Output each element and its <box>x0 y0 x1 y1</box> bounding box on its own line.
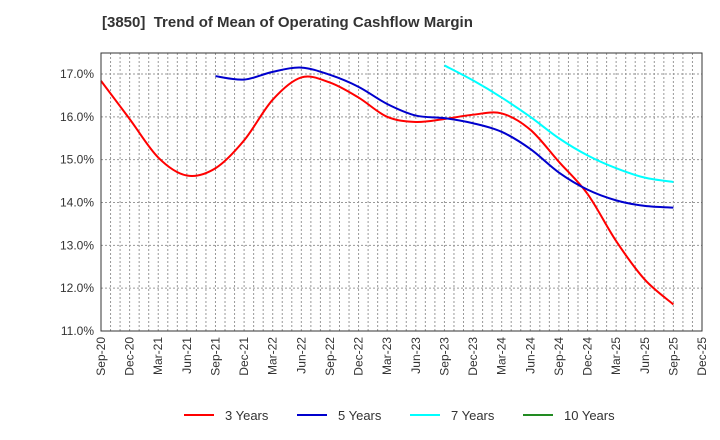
legend-label: 5 Years <box>338 408 382 423</box>
legend-item-3-years: 3 Years <box>184 408 269 423</box>
y-tick-label: 14.0% <box>60 196 94 210</box>
x-tick-label: Dec-23 <box>466 337 480 376</box>
grid <box>101 53 702 331</box>
legend-label: 10 Years <box>564 408 615 423</box>
x-tick-label: Dec-20 <box>123 337 137 376</box>
x-tick-label: Jun-24 <box>523 337 537 374</box>
y-tick-label: 16.0% <box>60 110 94 124</box>
y-tick-label: 11.0% <box>61 324 94 338</box>
x-tick-label: Jun-25 <box>638 337 652 374</box>
x-tick-label: Sep-22 <box>323 337 337 376</box>
x-tick-label: Sep-23 <box>437 337 451 376</box>
x-tick-label: Mar-23 <box>380 337 394 375</box>
x-tick-label: Sep-20 <box>94 337 108 376</box>
legend-item-10-years: 10 Years <box>523 408 615 423</box>
x-tick-label: Sep-24 <box>552 337 566 376</box>
x-tick-label: Mar-25 <box>609 337 623 375</box>
y-tick-label: 15.0% <box>60 153 94 167</box>
legend: 3 Years 5 Years 7 Years 10 Years <box>184 408 615 423</box>
legend-label: 7 Years <box>451 408 495 423</box>
chart-title: [3850] Trend of Mean of Operating Cashfl… <box>102 14 473 31</box>
series-lines <box>100 64 675 306</box>
x-tick-label: Dec-24 <box>581 337 595 376</box>
x-tick-label: Jun-21 <box>180 337 194 374</box>
series-line-5-years <box>215 66 674 209</box>
plot-frame <box>100 52 703 332</box>
series-line-7-years <box>443 64 674 183</box>
legend-item-5-years: 5 Years <box>297 408 382 423</box>
x-tick-label: Mar-21 <box>151 337 165 375</box>
x-tick-label: Dec-22 <box>352 337 366 376</box>
x-tick-label: Jun-22 <box>294 337 308 374</box>
x-tick-label: Sep-21 <box>208 337 222 376</box>
legend-item-7-years: 7 Years <box>410 408 495 423</box>
y-tick-label: 17.0% <box>60 67 94 81</box>
y-tick-label: 12.0% <box>60 281 94 295</box>
x-tick-label: Dec-21 <box>237 337 251 376</box>
x-tick-label: Sep-25 <box>666 337 680 376</box>
x-tick-label: Dec-25 <box>695 337 709 376</box>
series-line-3-years <box>100 75 675 306</box>
x-axis: Sep-20 Dec-20 Mar-21 Jun-21 Sep-21 Dec-21 Mar-… <box>94 337 709 376</box>
y-tick-label: 13.0% <box>60 238 94 252</box>
x-tick-label: Mar-24 <box>495 337 509 375</box>
legend-label: 3 Years <box>225 408 269 423</box>
x-tick-label: Mar-22 <box>266 337 280 375</box>
x-tick-label: Jun-23 <box>409 337 423 374</box>
y-axis: 11.0% 12.0% 13.0% 14.0% 15.0% 16.0% 17.0% <box>60 67 94 338</box>
